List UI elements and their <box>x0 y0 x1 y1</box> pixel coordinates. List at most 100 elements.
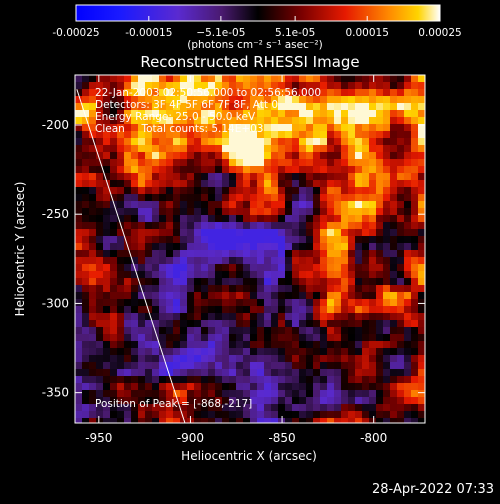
heatmap-pixel <box>243 215 250 222</box>
heatmap-pixel <box>138 243 145 250</box>
heatmap-pixel <box>264 390 271 397</box>
heatmap-pixel <box>376 201 383 208</box>
heatmap-pixel <box>334 89 341 96</box>
heatmap-pixel <box>390 404 397 411</box>
heatmap-pixel <box>369 82 376 89</box>
heatmap-pixel <box>348 110 355 117</box>
heatmap-pixel <box>138 404 145 411</box>
heatmap-pixel <box>369 397 376 404</box>
heatmap-pixel <box>103 194 110 201</box>
heatmap-pixel <box>306 313 313 320</box>
heatmap-pixel <box>383 152 390 159</box>
heatmap-pixel <box>299 194 306 201</box>
heatmap-pixel <box>271 236 278 243</box>
solar-limb-line <box>76 89 186 423</box>
heatmap-pixel <box>411 327 418 334</box>
heatmap-pixel <box>222 264 229 271</box>
heatmap-pixel <box>362 404 369 411</box>
heatmap-pixel <box>131 194 138 201</box>
heatmap-pixel <box>257 383 264 390</box>
heatmap-pixel <box>75 376 82 383</box>
heatmap-pixel <box>299 173 306 180</box>
heatmap-pixel <box>82 292 89 299</box>
heatmap-pixel <box>201 229 208 236</box>
heatmap-pixel <box>418 243 425 250</box>
heatmap-pixel <box>404 138 411 145</box>
heatmap-pixel <box>397 348 404 355</box>
heatmap-pixel <box>264 376 271 383</box>
heatmap-pixel <box>75 82 82 89</box>
heatmap-pixel <box>327 194 334 201</box>
heatmap-pixel <box>208 313 215 320</box>
heatmap-pixel <box>418 306 425 313</box>
heatmap-pixel <box>418 187 425 194</box>
heatmap-pixel <box>201 124 208 131</box>
heatmap-pixel <box>278 159 285 166</box>
heatmap-pixel <box>320 110 327 117</box>
heatmap-pixel <box>103 257 110 264</box>
heatmap-pixel <box>208 229 215 236</box>
heatmap-pixel <box>327 138 334 145</box>
heatmap-pixel <box>341 250 348 257</box>
heatmap-pixel <box>89 362 96 369</box>
heatmap-pixel <box>145 131 152 138</box>
heatmap-pixel <box>208 117 215 124</box>
heatmap-pixel <box>131 180 138 187</box>
heatmap-pixel <box>89 334 96 341</box>
heatmap-pixel <box>159 166 166 173</box>
heatmap-pixel <box>355 138 362 145</box>
heatmap-pixel <box>348 243 355 250</box>
heatmap-pixel <box>250 285 257 292</box>
heatmap-pixel <box>82 285 89 292</box>
heatmap-pixel <box>96 418 103 423</box>
heatmap-pixel <box>229 124 236 131</box>
heatmap-pixel <box>334 278 341 285</box>
heatmap-pixel <box>278 397 285 404</box>
heatmap-pixel <box>187 292 194 299</box>
heatmap-pixel <box>278 264 285 271</box>
heatmap-pixel <box>313 89 320 96</box>
heatmap-pixel <box>299 103 306 110</box>
heatmap-pixel <box>159 229 166 236</box>
heatmap-pixel <box>96 222 103 229</box>
heatmap-pixel <box>341 397 348 404</box>
heatmap-pixel <box>103 180 110 187</box>
heatmap-pixel <box>383 159 390 166</box>
colorbar-ticks: -0.00025 -0.00015 −5.1e-05 5.1e-05 0.00015 0.… <box>52 16 462 39</box>
heatmap-pixel <box>117 75 124 82</box>
heatmap-pixel <box>327 131 334 138</box>
heatmap-pixel <box>187 215 194 222</box>
heatmap-pixel <box>222 334 229 341</box>
heatmap-pixel <box>390 208 397 215</box>
heatmap-pixel <box>418 110 425 117</box>
heatmap-pixel <box>299 334 306 341</box>
heatmap-pixel <box>187 194 194 201</box>
heatmap-pixel <box>334 348 341 355</box>
heatmap-pixel <box>397 306 404 313</box>
heatmap-pixel <box>306 397 313 404</box>
heatmap-pixel <box>411 201 418 208</box>
heatmap-pixel <box>320 334 327 341</box>
heatmap-pixel <box>124 201 131 208</box>
heatmap-pixel <box>229 390 236 397</box>
heatmap-pixel <box>89 278 96 285</box>
heatmap-pixel <box>257 103 264 110</box>
heatmap-pixel <box>208 152 215 159</box>
heatmap-pixel <box>201 369 208 376</box>
heatmap-pixel <box>180 362 187 369</box>
heatmap-pixel <box>397 334 404 341</box>
heatmap-pixel <box>376 411 383 418</box>
heatmap-pixel <box>383 215 390 222</box>
heatmap-pixel <box>390 271 397 278</box>
heatmap-pixel <box>334 103 341 110</box>
heatmap-pixel <box>397 383 404 390</box>
heatmap-pixel <box>117 138 124 145</box>
heatmap-pixel <box>362 306 369 313</box>
heatmap-pixel <box>390 222 397 229</box>
heatmap-pixel <box>138 257 145 264</box>
heatmap-pixel <box>250 110 257 117</box>
colorbar-tick-label: 5.1e-05 <box>275 27 315 39</box>
heatmap-pixel <box>257 145 264 152</box>
heatmap-pixel <box>285 320 292 327</box>
heatmap-pixel <box>320 404 327 411</box>
